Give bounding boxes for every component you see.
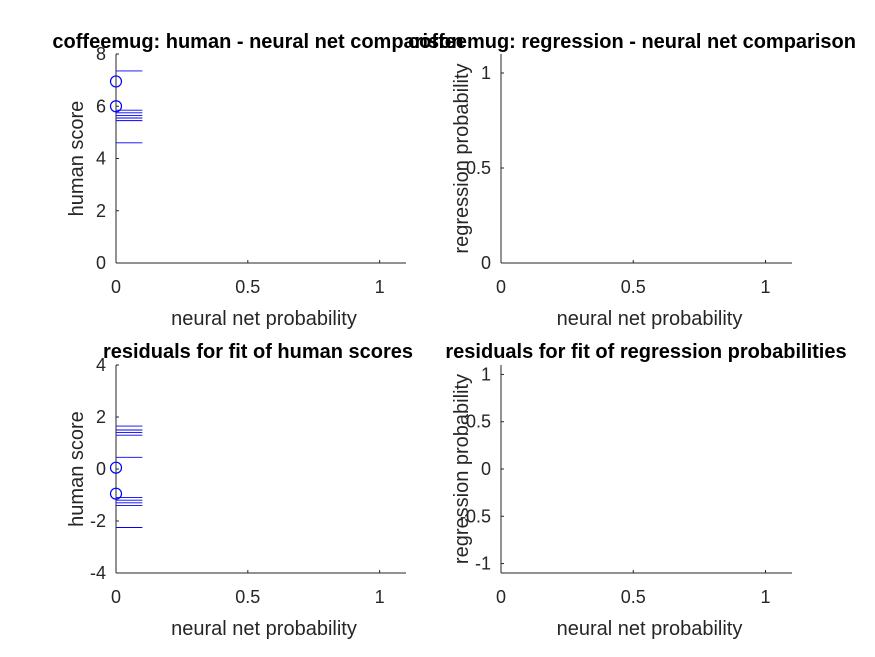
y-tick-label: -2 [90, 511, 106, 531]
chart-title: residuals for fit of regression probabil… [445, 341, 846, 363]
y-tick-label: 0 [481, 253, 491, 273]
chart-title: coffeemug: human - neural net comparison [52, 31, 463, 53]
y-tick-label: 1 [481, 364, 491, 384]
y-tick-label: 8 [96, 44, 106, 64]
y-tick-label: 0 [96, 459, 106, 479]
y-tick-label: 6 [96, 96, 106, 116]
y-tick-label: -1 [475, 554, 491, 574]
y-tick-label: 2 [96, 201, 106, 221]
y-tick-label: 0.5 [466, 158, 491, 178]
x-tick-label: 0 [111, 277, 121, 297]
y-tick-label: 0.5 [466, 412, 491, 432]
x-tick-label: 0 [496, 277, 506, 297]
data-point [109, 100, 123, 113]
x-axis-label: neural net probability [171, 618, 357, 640]
x-tick-label: 0.5 [621, 277, 646, 297]
chart-title: residuals for fit of human scores [103, 341, 413, 363]
y-tick-label: 2 [96, 407, 106, 427]
x-tick-label: 1 [761, 277, 771, 297]
x-tick-label: 0.5 [621, 587, 646, 607]
chart-panel-2: 0 0.5 1 0 0.5 1 neural net probability regressi… [408, 31, 856, 330]
x-tick-label: 0.5 [235, 277, 260, 297]
x-tick-label: 1 [375, 277, 385, 297]
x-tick-label: 1 [761, 587, 771, 607]
chart-title: coffeemug: regression - neural net compa… [408, 31, 856, 53]
chart-panel-4: 0 0.5 1 -1 -0.5 0 0.5 1 neural net probability re… [445, 341, 846, 640]
x-tick-label: 0 [111, 587, 121, 607]
y-tick-label: -0.5 [460, 506, 491, 526]
y-tick-label: 0 [481, 459, 491, 479]
data-point [109, 461, 123, 474]
x-axis-label: neural net probability [171, 308, 357, 330]
y-tick-label: 4 [96, 355, 106, 375]
y-axis-label: regression probability [451, 374, 473, 564]
chart-panel-1: 0 0.5 1 0 2 4 6 8 neural net probability human sc… [52, 31, 463, 330]
x-axis-label: neural net probability [557, 618, 743, 640]
data-point [109, 487, 123, 500]
data-point [109, 75, 123, 88]
chart-panel-3: 0 0.5 1 -4 -2 0 2 4 neural net probability human … [66, 341, 413, 640]
y-tick-label: 0 [96, 253, 106, 273]
x-tick-label: 0 [496, 587, 506, 607]
y-tick-label: 4 [96, 149, 106, 169]
y-axis-label: human score [66, 411, 88, 527]
x-tick-label: 1 [375, 587, 385, 607]
y-axis-label: human score [66, 101, 88, 217]
y-tick-label: -4 [90, 563, 106, 583]
y-tick-label: 1 [481, 63, 491, 83]
y-axis-label: regression probability [451, 63, 473, 253]
x-axis-label: neural net probability [557, 308, 743, 330]
x-tick-label: 0.5 [235, 587, 260, 607]
